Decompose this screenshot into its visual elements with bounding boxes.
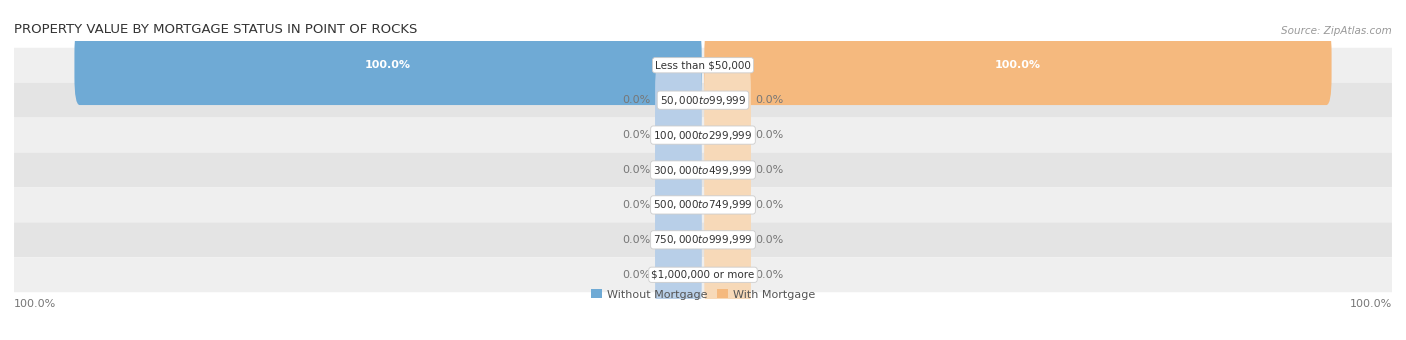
FancyBboxPatch shape bbox=[655, 165, 702, 245]
Text: $500,000 to $749,999: $500,000 to $749,999 bbox=[654, 199, 752, 211]
FancyBboxPatch shape bbox=[14, 187, 1392, 222]
Text: 0.0%: 0.0% bbox=[755, 95, 783, 105]
Text: $300,000 to $499,999: $300,000 to $499,999 bbox=[654, 164, 752, 176]
FancyBboxPatch shape bbox=[14, 257, 1392, 292]
FancyBboxPatch shape bbox=[655, 200, 702, 279]
Text: 0.0%: 0.0% bbox=[623, 270, 651, 280]
FancyBboxPatch shape bbox=[655, 235, 702, 314]
Text: 0.0%: 0.0% bbox=[755, 130, 783, 140]
FancyBboxPatch shape bbox=[704, 165, 751, 245]
FancyBboxPatch shape bbox=[704, 235, 751, 314]
Legend: Without Mortgage, With Mortgage: Without Mortgage, With Mortgage bbox=[586, 285, 820, 304]
Text: 0.0%: 0.0% bbox=[623, 235, 651, 245]
FancyBboxPatch shape bbox=[704, 200, 751, 279]
Text: 0.0%: 0.0% bbox=[755, 270, 783, 280]
Text: 100.0%: 100.0% bbox=[995, 60, 1040, 70]
FancyBboxPatch shape bbox=[14, 153, 1392, 187]
Text: 0.0%: 0.0% bbox=[623, 165, 651, 175]
Text: $1,000,000 or more: $1,000,000 or more bbox=[651, 270, 755, 280]
Text: 0.0%: 0.0% bbox=[755, 235, 783, 245]
Text: $50,000 to $99,999: $50,000 to $99,999 bbox=[659, 94, 747, 107]
Text: 0.0%: 0.0% bbox=[623, 95, 651, 105]
FancyBboxPatch shape bbox=[75, 26, 702, 105]
FancyBboxPatch shape bbox=[704, 95, 751, 175]
Text: $750,000 to $999,999: $750,000 to $999,999 bbox=[654, 233, 752, 246]
Text: Less than $50,000: Less than $50,000 bbox=[655, 60, 751, 70]
FancyBboxPatch shape bbox=[14, 118, 1392, 153]
Text: 100.0%: 100.0% bbox=[1350, 299, 1392, 309]
Text: $100,000 to $299,999: $100,000 to $299,999 bbox=[654, 129, 752, 141]
FancyBboxPatch shape bbox=[704, 130, 751, 210]
Text: 0.0%: 0.0% bbox=[755, 200, 783, 210]
FancyBboxPatch shape bbox=[14, 83, 1392, 118]
FancyBboxPatch shape bbox=[14, 222, 1392, 257]
FancyBboxPatch shape bbox=[704, 61, 751, 140]
FancyBboxPatch shape bbox=[704, 26, 1331, 105]
Text: PROPERTY VALUE BY MORTGAGE STATUS IN POINT OF ROCKS: PROPERTY VALUE BY MORTGAGE STATUS IN POI… bbox=[14, 22, 418, 36]
FancyBboxPatch shape bbox=[655, 130, 702, 210]
FancyBboxPatch shape bbox=[655, 95, 702, 175]
Text: 100.0%: 100.0% bbox=[366, 60, 411, 70]
Text: 100.0%: 100.0% bbox=[14, 299, 56, 309]
Text: Source: ZipAtlas.com: Source: ZipAtlas.com bbox=[1281, 26, 1392, 36]
FancyBboxPatch shape bbox=[14, 48, 1392, 83]
Text: 0.0%: 0.0% bbox=[623, 130, 651, 140]
Text: 0.0%: 0.0% bbox=[623, 200, 651, 210]
FancyBboxPatch shape bbox=[655, 61, 702, 140]
Text: 0.0%: 0.0% bbox=[755, 165, 783, 175]
